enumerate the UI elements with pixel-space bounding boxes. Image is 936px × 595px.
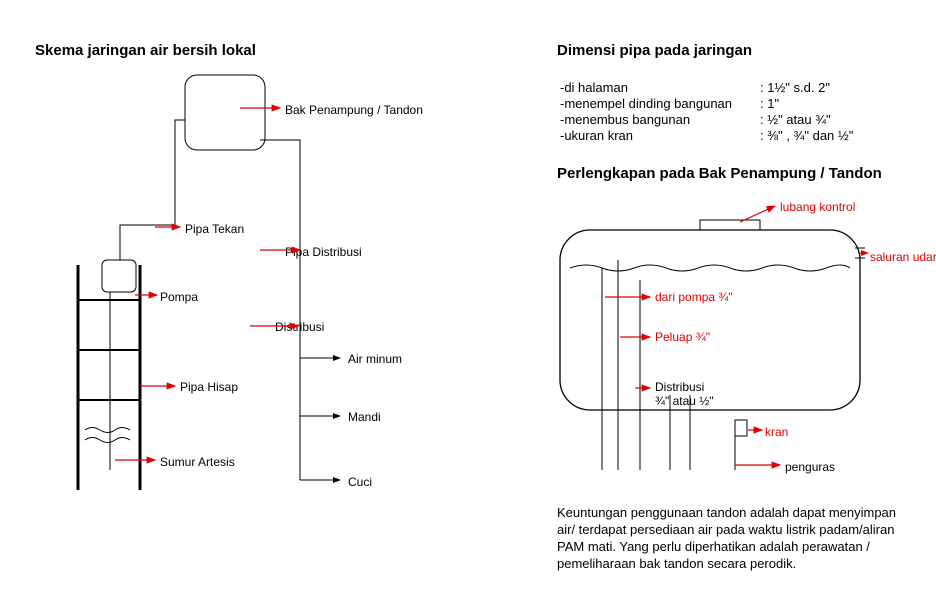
diagram-svg — [0, 0, 936, 595]
tandon-box — [185, 75, 265, 150]
pompa-box — [102, 260, 136, 292]
tank-body — [560, 230, 860, 410]
